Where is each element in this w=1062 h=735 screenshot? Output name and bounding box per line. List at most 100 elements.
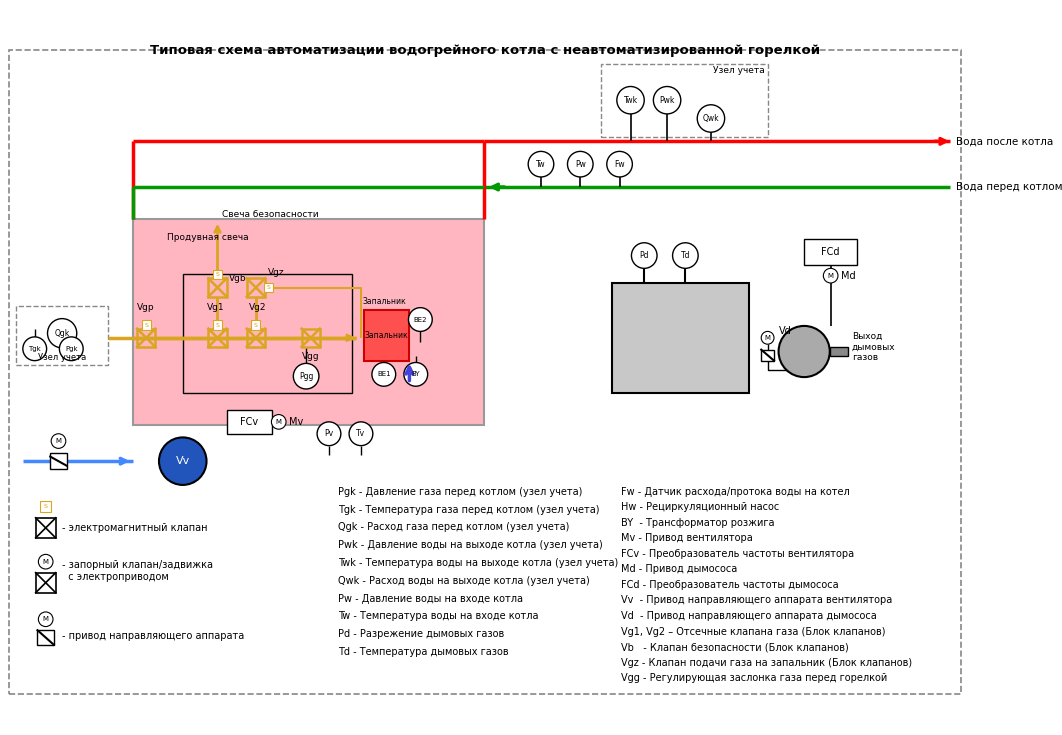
Circle shape (159, 437, 206, 485)
Bar (363, 310, 409, 361)
Bar (212, 270, 222, 279)
Circle shape (349, 422, 373, 445)
Bar (804, 239, 857, 265)
Bar (246, 329, 266, 347)
Circle shape (293, 363, 319, 389)
Bar (36, 573, 55, 592)
Text: Qwk - Расход воды на выходе котла (узел учета): Qwk - Расход воды на выходе котла (узел … (338, 576, 589, 586)
Text: Pgk: Pgk (65, 345, 78, 352)
Circle shape (606, 151, 632, 177)
Text: Vgz - Клапан подачи газа на запальник (Блок клапанов): Vgz - Клапан подачи газа на запальник (Б… (621, 658, 912, 667)
Text: Запальник: Запальник (364, 331, 409, 340)
Text: Pgg: Pgg (298, 372, 313, 381)
Text: Продувная свеча: Продувная свеча (167, 233, 249, 242)
Text: Qwk: Qwk (703, 114, 719, 123)
Text: Свеча безопасности: Свеча безопасности (222, 210, 319, 219)
Bar (613, 283, 750, 392)
Bar (302, 329, 320, 347)
Circle shape (409, 308, 432, 331)
Text: Вода после котла: Вода после котла (956, 136, 1054, 146)
Text: M: M (42, 616, 49, 623)
Bar (37, 630, 54, 645)
Text: BE2: BE2 (413, 317, 427, 323)
Circle shape (761, 331, 774, 344)
Bar (137, 329, 155, 347)
Circle shape (272, 415, 286, 429)
Text: S: S (267, 285, 271, 290)
Bar (141, 320, 151, 329)
Text: Tw: Tw (536, 159, 546, 168)
Text: S: S (254, 323, 258, 328)
Circle shape (23, 337, 47, 361)
Text: Vg2: Vg2 (249, 304, 267, 312)
Text: Td - Температура дымовых газов: Td - Температура дымовых газов (338, 647, 509, 657)
Text: Td: Td (681, 251, 690, 260)
Bar (246, 279, 266, 297)
Bar (252, 320, 260, 329)
Text: Md - Привод дымососа: Md - Привод дымососа (621, 564, 738, 575)
Circle shape (698, 105, 724, 132)
Text: Вода перед котлом: Вода перед котлом (956, 182, 1062, 192)
Text: Fw: Fw (614, 159, 624, 168)
Text: Tgk - Температура газа перед котлом (узел учета): Tgk - Температура газа перед котлом (узе… (338, 504, 600, 514)
Text: - запорный клапан/задвижка
  с электроприводом: - запорный клапан/задвижка с электроприв… (63, 560, 213, 581)
Text: Vgg: Vgg (302, 351, 320, 360)
Text: Vgb: Vgb (229, 274, 247, 283)
Circle shape (632, 243, 657, 268)
Text: Vd: Vd (778, 326, 791, 336)
Bar (16, 306, 108, 365)
Text: Vg1: Vg1 (207, 304, 224, 312)
Text: Twk: Twk (623, 96, 637, 104)
Text: Типовая схема автоматизации водогрейного котла с неавтоматизированной горелкой: Типовая схема автоматизации водогрейного… (150, 43, 820, 57)
Text: FCv - Преобразователь частоты вентилятора: FCv - Преобразователь частоты вентилятор… (621, 549, 855, 559)
Text: Vb   - Клапан безопасности (Блок клапанов): Vb - Клапан безопасности (Блок клапанов) (621, 642, 850, 652)
Circle shape (823, 268, 838, 283)
Text: FCv: FCv (240, 417, 258, 427)
Circle shape (318, 422, 341, 445)
Text: FCd - Преобразователь частоты дымососа: FCd - Преобразователь частоты дымососа (621, 580, 839, 590)
Circle shape (567, 151, 593, 177)
Bar (40, 501, 51, 512)
Text: S: S (216, 272, 220, 277)
Text: Hw - Рециркуляционный насос: Hw - Рециркуляционный насос (621, 502, 780, 512)
Circle shape (528, 151, 553, 177)
Text: Tw - Температура воды на входе котла: Tw - Температура воды на входе котла (338, 612, 538, 622)
Text: Vv  - Привод направляющего аппарата вентилятора: Vv - Привод направляющего аппарата венти… (621, 595, 893, 606)
Circle shape (48, 318, 76, 348)
Text: Vg1, Vg2 – Отсечные клапана газа (Блок клапанов): Vg1, Vg2 – Отсечные клапана газа (Блок к… (621, 626, 886, 637)
Text: M: M (765, 335, 771, 341)
Bar (50, 453, 67, 470)
Circle shape (59, 337, 83, 361)
Text: S: S (144, 323, 148, 328)
Text: Qgk - Расход газа перед котлом (узел учета): Qgk - Расход газа перед котлом (узел уче… (338, 523, 569, 532)
Text: Pwk: Pwk (660, 96, 674, 104)
Circle shape (404, 362, 428, 386)
Circle shape (51, 434, 66, 448)
Text: Узел учета: Узел учета (38, 354, 86, 362)
Bar (601, 64, 768, 137)
Text: Twk - Температура воды на выходе котла (узел учета): Twk - Температура воды на выходе котла (… (338, 558, 618, 568)
Text: BY  - Трансформатор розжига: BY - Трансформатор розжига (621, 518, 775, 528)
Bar (212, 320, 222, 329)
Bar (208, 279, 226, 297)
Text: Pw - Давление воды на входе котла: Pw - Давление воды на входе котла (338, 594, 524, 603)
Bar (133, 219, 484, 425)
Text: M: M (276, 419, 281, 425)
Text: - привод направляющего аппарата: - привод направляющего аппарата (63, 631, 244, 641)
Text: M: M (42, 559, 49, 564)
Text: Pw: Pw (575, 159, 586, 168)
Text: BE1: BE1 (377, 371, 391, 377)
Text: Pd - Разрежение дымовых газов: Pd - Разрежение дымовых газов (338, 629, 504, 639)
Bar (829, 347, 849, 356)
Bar (36, 518, 55, 538)
Text: Fw - Датчик расхода/протока воды на котел: Fw - Датчик расхода/протока воды на коте… (621, 487, 851, 497)
Bar (226, 410, 272, 434)
Circle shape (38, 554, 53, 569)
Text: Mv - Привод вентилятора: Mv - Привод вентилятора (621, 534, 753, 543)
Text: Vgz: Vgz (268, 268, 285, 276)
Text: Tgk: Tgk (29, 345, 41, 352)
Bar (264, 283, 273, 292)
Text: FCd: FCd (821, 247, 840, 257)
Bar (761, 350, 774, 361)
Text: Vgp: Vgp (137, 304, 155, 312)
